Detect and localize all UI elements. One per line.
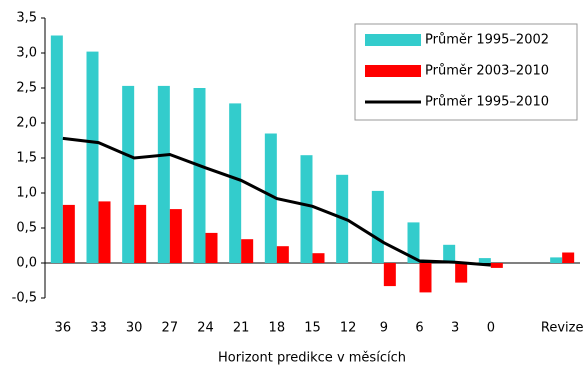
legend-label: Průměr 2003–2010 <box>425 64 549 79</box>
x-tick-label: 3 <box>451 321 459 336</box>
x-tick-label: 24 <box>197 321 214 336</box>
x-tick-label: 12 <box>340 321 357 336</box>
x-axis-title: Horizont predikce v měsících <box>218 351 406 366</box>
bar <box>371 190 384 263</box>
bar <box>562 252 575 263</box>
legend-label: Průměr 1995–2002 <box>425 33 549 48</box>
line <box>62 136 491 267</box>
bar <box>134 204 147 263</box>
x-tick-label: 36 <box>55 321 72 336</box>
x-tick-label: 33 <box>90 321 107 336</box>
bar <box>122 85 135 264</box>
bar <box>300 155 313 263</box>
bar <box>157 85 170 264</box>
bar <box>455 263 468 283</box>
bar <box>407 222 420 263</box>
x-tick-label: 18 <box>269 321 286 336</box>
bar <box>383 263 396 287</box>
y-tick-label: 1,0 <box>16 186 37 201</box>
x-tick-label: 30 <box>126 321 143 336</box>
bar <box>50 35 63 263</box>
y-tick-label: 0,5 <box>16 221 37 236</box>
y-tick-label: 0,0 <box>16 256 37 271</box>
bar <box>193 88 206 263</box>
y-tick-label: 2,0 <box>16 116 37 131</box>
bar <box>443 244 456 263</box>
y-tick-label: 3,5 <box>16 11 37 26</box>
legend-label: Průměr 1995–2010 <box>425 95 549 110</box>
x-tick-label: 6 <box>415 321 423 336</box>
bar <box>98 201 111 263</box>
bar <box>490 263 503 268</box>
bar <box>241 239 254 263</box>
bar <box>276 246 289 263</box>
x-tick-label: 21 <box>233 321 250 336</box>
bar <box>205 232 218 263</box>
bar <box>264 133 277 263</box>
bar <box>62 204 75 263</box>
x-tick-label: 15 <box>304 321 321 336</box>
x-tick-label: 27 <box>162 321 179 336</box>
y-tick-label: 1,5 <box>16 151 37 166</box>
bar <box>86 51 99 263</box>
bar <box>312 253 325 263</box>
bar <box>419 263 432 293</box>
y-tick-label: 3,0 <box>16 46 37 61</box>
x-tick-label: 9 <box>380 321 388 336</box>
y-tick-label: -0,5 <box>12 291 37 306</box>
bar <box>550 257 563 263</box>
bar <box>478 258 491 263</box>
bar <box>229 103 242 264</box>
x-tick-label: 0 <box>487 321 495 336</box>
legend-swatch <box>365 34 421 46</box>
legend-swatch <box>365 65 421 77</box>
bar <box>169 209 182 263</box>
x-tick-label: Revize <box>541 321 584 336</box>
y-tick-label: 2,5 <box>16 81 37 96</box>
